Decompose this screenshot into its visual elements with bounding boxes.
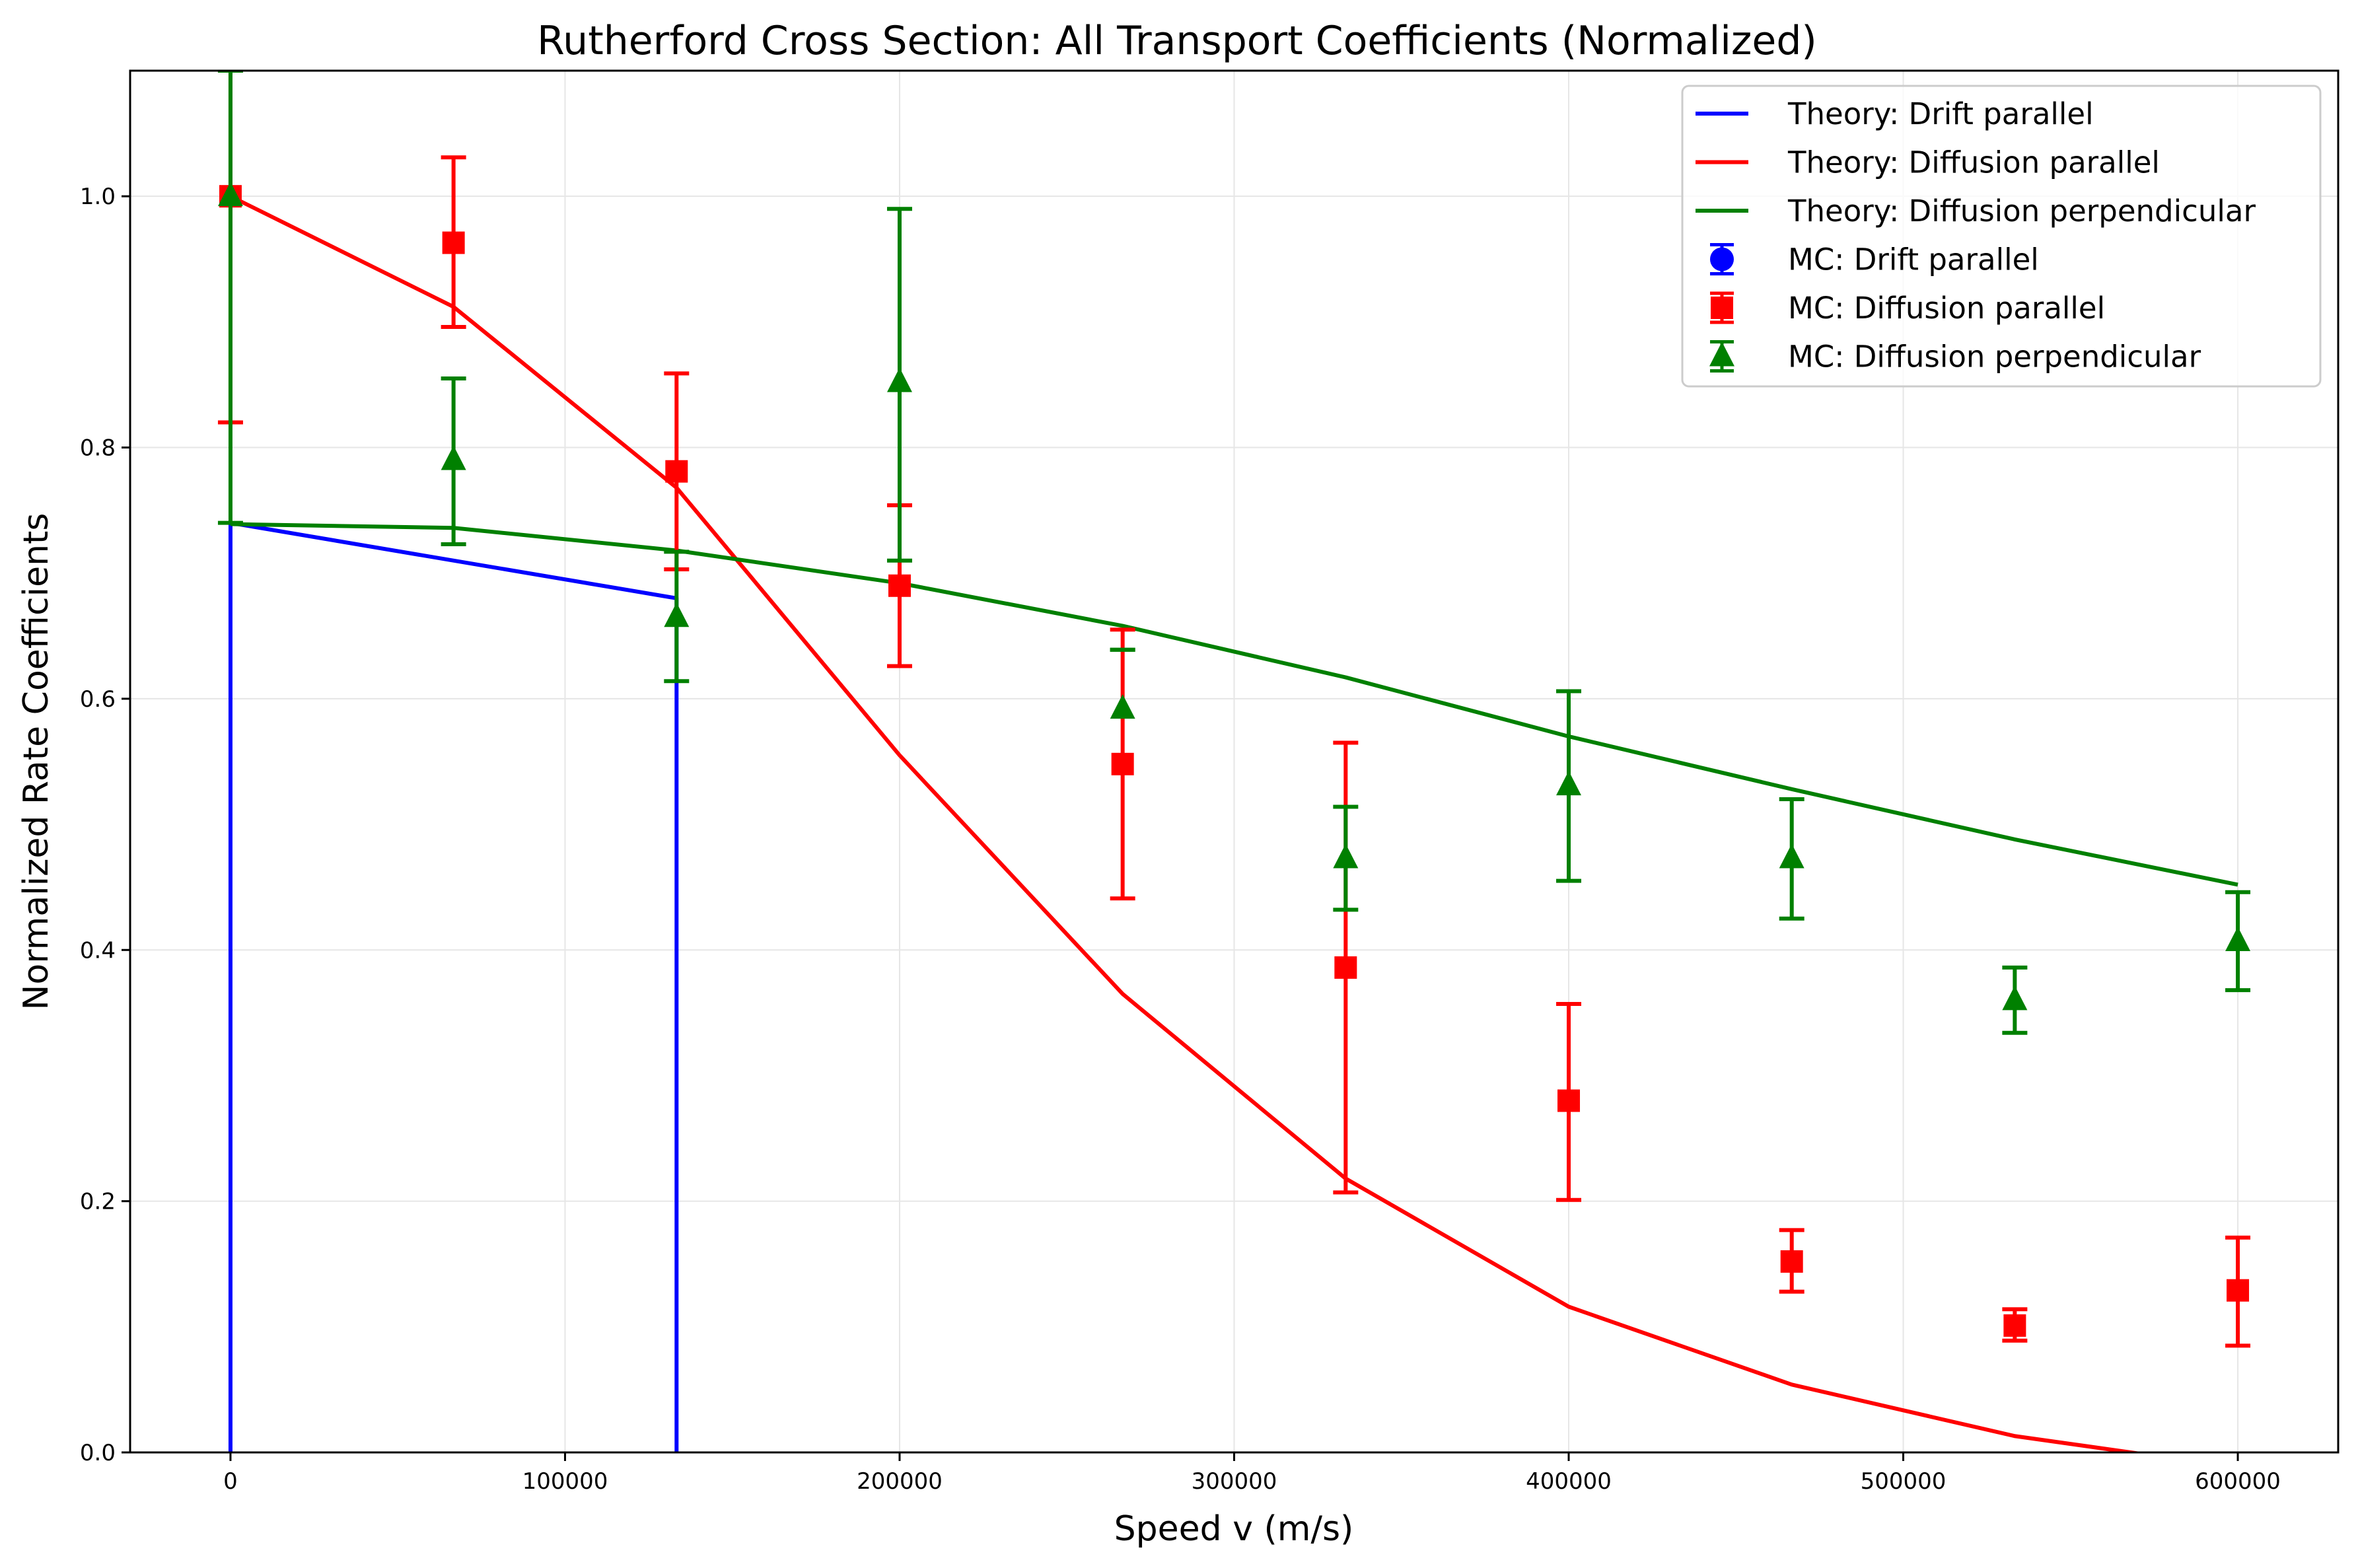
mc-marker-2 xyxy=(2002,985,2028,1011)
y-tick-label: 0.0 xyxy=(80,1440,116,1466)
mc-marker-1 xyxy=(665,460,688,483)
y-tick-label: 1.0 xyxy=(80,184,116,210)
x-tick-label: 500000 xyxy=(1861,1468,1947,1495)
theory-line-2 xyxy=(230,522,2238,887)
axis-ticks: 0 100000 200000 300000 400000 500000 600000 0.0… xyxy=(80,184,2281,1495)
x-tick-label: 100000 xyxy=(522,1468,608,1495)
mc-marker-1 xyxy=(1111,752,1134,775)
mc-marker-2 xyxy=(664,602,690,627)
chart-title: Rutherford Cross Section: All Transport … xyxy=(537,18,1817,64)
mc-marker-2 xyxy=(217,182,243,207)
mc-marker-1 xyxy=(2003,1314,2026,1337)
mc-marker-2 xyxy=(1333,843,1359,869)
mc-marker-2 xyxy=(1110,694,1135,719)
mc-marker-1 xyxy=(888,574,911,597)
x-tick-label: 400000 xyxy=(1526,1468,1612,1495)
x-tick-label: 200000 xyxy=(857,1468,943,1495)
legend-label: Theory: Diffusion perpendicular xyxy=(1787,194,2256,229)
legend-marker-swatch xyxy=(1711,297,1733,319)
y-axis-label: Normalized Rate Coefficients xyxy=(17,513,56,1010)
y-tick-label: 0.2 xyxy=(80,1189,116,1215)
legend-label: Theory: Diffusion parallel xyxy=(1787,145,2160,180)
y-tick-label: 0.6 xyxy=(80,686,116,713)
legend-label: Theory: Drift parallel xyxy=(1787,96,2094,131)
x-tick-label: 600000 xyxy=(2195,1468,2281,1495)
mc-marker-2 xyxy=(1556,771,1582,796)
legend-frame xyxy=(1681,85,2322,388)
x-axis-label: Speed v (m/s) xyxy=(1114,1509,1354,1549)
legend-label: MC: Diffusion parallel xyxy=(1788,291,2105,326)
theory-line-0 xyxy=(228,520,679,1452)
mc-marker-1 xyxy=(442,231,465,254)
legend-marker-swatch xyxy=(1709,341,1734,367)
mc-marker-1 xyxy=(1780,1250,1803,1273)
mc-marker-2 xyxy=(2225,926,2251,951)
x-tick-label: 0 xyxy=(223,1468,238,1495)
mc-marker-1 xyxy=(2227,1279,2250,1302)
legend-label: MC: Diffusion perpendicular xyxy=(1788,339,2201,374)
mc-marker-1 xyxy=(1557,1089,1581,1112)
legend-label: MC: Drift parallel xyxy=(1788,242,2039,277)
mc-marker-2 xyxy=(1779,843,1804,869)
y-tick-label: 0.4 xyxy=(80,937,116,964)
y-tick-label: 0.8 xyxy=(80,435,116,462)
x-tick-label: 300000 xyxy=(1192,1468,1277,1495)
legend-marker-swatch xyxy=(1710,247,1734,271)
mc-marker-2 xyxy=(441,445,466,470)
mc-marker-2 xyxy=(886,367,912,392)
plot-content xyxy=(217,71,2251,1452)
mc-marker-1 xyxy=(1334,956,1357,979)
theory-line-1 xyxy=(229,194,2145,1452)
legend: Theory: Drift parallel Theory: Diffusion … xyxy=(1681,85,2322,388)
